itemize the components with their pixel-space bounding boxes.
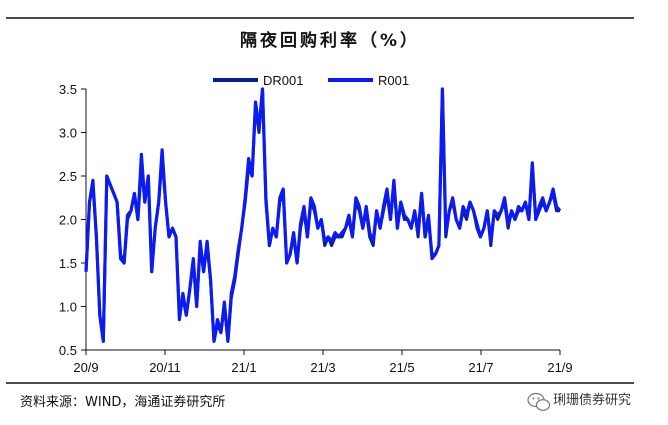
legend-label-r001: R001 bbox=[378, 73, 409, 88]
series-line-r001 bbox=[84, 87, 562, 343]
series-layer bbox=[84, 87, 562, 343]
watermark-text: 琍珊债券研究 bbox=[553, 392, 631, 408]
watermark: 琍珊债券研究 bbox=[527, 392, 631, 411]
x-tick-label: 21/3 bbox=[310, 360, 335, 375]
x-tick-label: 21/1 bbox=[231, 360, 256, 375]
x-tick-label: 21/7 bbox=[468, 360, 493, 375]
source-note: 资料来源：WIND，海通证券研究所 bbox=[20, 394, 225, 410]
legend: DR001 R001 bbox=[213, 73, 409, 88]
wechat-icon bbox=[527, 392, 551, 411]
y-tick-label: 2.0 bbox=[59, 213, 77, 228]
chart-title: 隔夜回购利率（%） bbox=[240, 30, 420, 51]
y-axis: 0.5 1.0 1.5 2.0 2.5 3.0 3.5 bbox=[59, 82, 87, 358]
x-tick-label: 20/9 bbox=[73, 360, 98, 375]
x-tick-label: 20/11 bbox=[149, 360, 181, 375]
plot-area: 0.51.01.52.02.53.03.5 20/9 20/11 21/1 21/3 2… bbox=[59, 82, 573, 375]
y-tick-label: 3.5 bbox=[59, 82, 77, 97]
y-tick-label: 2.5 bbox=[59, 169, 77, 184]
y-tick-label: 0.5 bbox=[59, 343, 77, 358]
y-tick-label: 3.0 bbox=[59, 126, 77, 141]
y-tick-label: 1.5 bbox=[59, 256, 77, 271]
x-tick-label: 21/9 bbox=[547, 360, 572, 375]
x-tick-label: 21/5 bbox=[389, 360, 414, 375]
x-axis: 20/9 20/11 21/1 21/3 21/5 21/7 21/9 bbox=[73, 349, 573, 375]
y-tick-label: 1.0 bbox=[59, 300, 77, 315]
legend-label-dr001: DR001 bbox=[263, 73, 303, 88]
